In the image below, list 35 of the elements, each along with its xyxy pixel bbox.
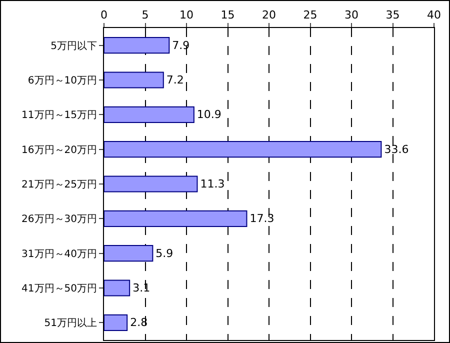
y-tick-label: 5万円以下 <box>50 40 97 52</box>
bar <box>104 37 170 54</box>
data-label: 7.2 <box>166 74 184 86</box>
y-tick-label: 21万円～25万円 <box>22 180 97 190</box>
data-label: 10.9 <box>196 108 222 122</box>
y-tick-label: 16万円～20万円 <box>22 144 97 156</box>
bar <box>104 72 164 88</box>
y-tick-label: 11万円～15万円 <box>22 110 97 122</box>
x-tick-label: 10 <box>180 8 194 22</box>
y-tick-label: 26万円～30万円 <box>22 214 97 226</box>
bar <box>104 106 194 123</box>
x-tick-label: 25 <box>303 8 318 22</box>
x-tick-label: 35 <box>386 8 400 22</box>
bar <box>104 141 382 158</box>
data-label: 11.3 <box>200 178 225 190</box>
x-tick-label: 30 <box>344 8 358 22</box>
bar <box>104 314 128 331</box>
data-label: 3.1 <box>132 282 150 294</box>
data-label: 7.9 <box>172 38 190 52</box>
x-tick-label: 5 <box>142 8 149 22</box>
x-tick-label: 20 <box>262 8 276 22</box>
y-tick-label: 6万円～10万円 <box>28 76 97 86</box>
data-label: 5.9 <box>156 246 174 260</box>
data-label: 17.3 <box>250 212 274 226</box>
x-tick-label: 0 <box>100 8 108 22</box>
x-tick-label: 15 <box>220 8 235 22</box>
data-label: 33.6 <box>384 142 409 156</box>
y-tick-label: 31万円～40万円 <box>22 248 97 260</box>
bar <box>104 210 248 227</box>
bar <box>104 280 130 296</box>
x-tick-label: 40 <box>427 8 441 22</box>
y-tick-label: 41万円～50万円 <box>22 284 97 294</box>
bar <box>104 245 154 262</box>
y-tick-label: 51万円以上 <box>44 317 97 330</box>
bar <box>104 176 198 192</box>
